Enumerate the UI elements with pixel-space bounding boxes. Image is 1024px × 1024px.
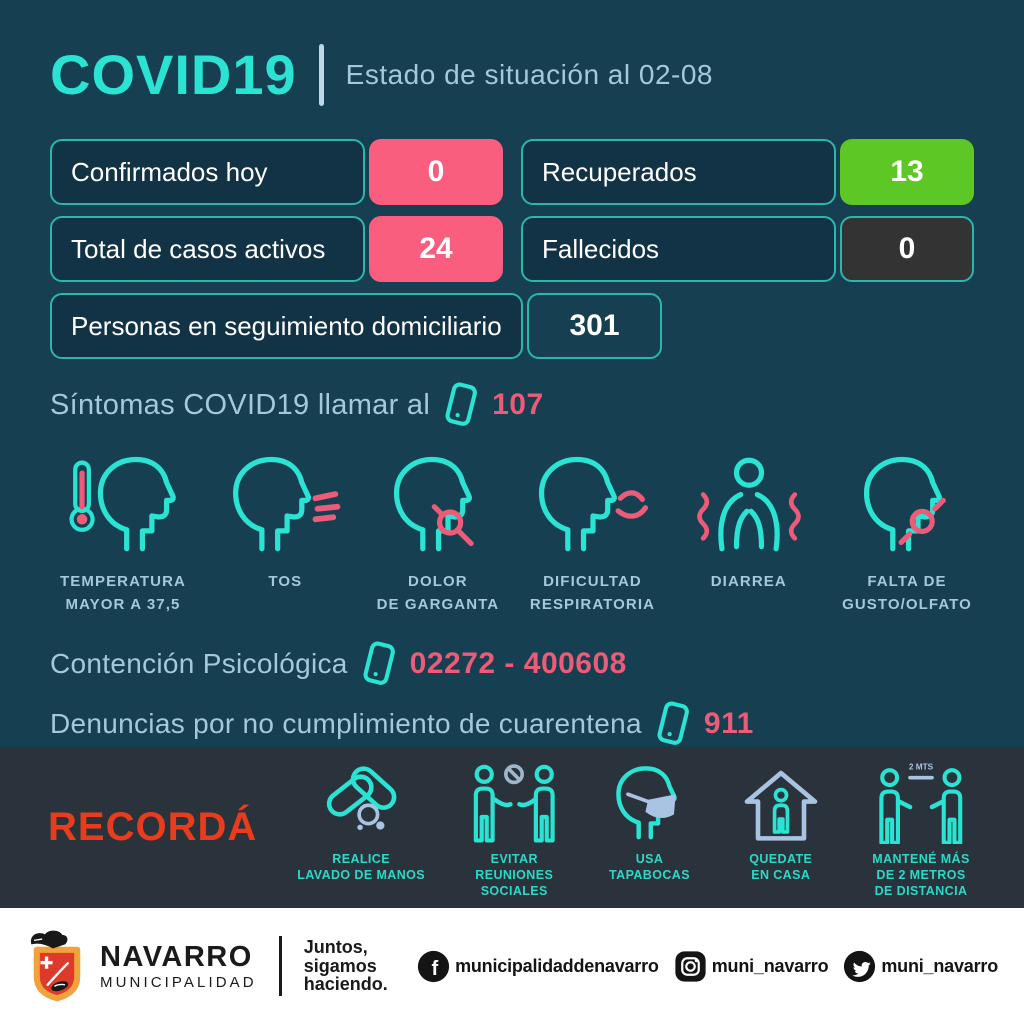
distance-icon: 2 MTS: [866, 762, 976, 844]
social-instagram[interactable]: muni_navarro: [674, 950, 829, 983]
avoid-gatherings-icon: [464, 763, 564, 844]
tip-distance: 2 MTS MANTENÉ MÁS DE 2 METROS DE DISTANC…: [866, 756, 976, 900]
symptom-label: TEMPERATURA MAYOR A 37,5: [60, 573, 186, 613]
stat-recuperados: Recuperados 13: [521, 139, 974, 205]
hotline-label: Síntomas COVID19 llamar al: [50, 388, 431, 421]
tip-avoid-gatherings: EVITAR REUNIONES SOCIALES: [464, 756, 564, 900]
municipality-logo: NAVARRO MUNICIPALIDAD Juntos, sigamos ha…: [26, 926, 388, 1006]
tip-label: EVITAR REUNIONES SOCIALES: [475, 851, 554, 899]
tip-mask: USA TAPABOCAS: [604, 756, 696, 884]
stat-label: Fallecidos: [542, 233, 660, 264]
taste-loss-icon: [855, 450, 946, 555]
sore-throat-icon: [385, 450, 475, 555]
symptom-cough: TOS: [224, 445, 346, 594]
stat-label-box: Total de casos activos: [50, 216, 365, 282]
stat-value-badge: 301: [527, 293, 662, 359]
symptom-breathing: DIFICULTAD RESPIRATORIA: [530, 445, 656, 616]
symptom-diarrhea: DIARREA: [686, 445, 812, 594]
header-divider: [318, 43, 324, 106]
instagram-icon: [675, 950, 706, 982]
header: COVID19 Estado de situación al 02-08: [50, 42, 974, 107]
social-handle: muni_navarro: [881, 955, 998, 976]
stat-seguimiento-domiciliario: Personas en seguimiento domiciliario 301: [50, 293, 974, 359]
tips-row: REALICE LAVADO DE MANOS E: [297, 756, 976, 900]
stat-casos-activos: Total de casos activos 24: [50, 216, 503, 282]
phone-icon: [443, 381, 479, 429]
tip-label: QUEDATE EN CASA: [749, 851, 813, 882]
stat-value-badge: 0: [840, 216, 974, 282]
social-facebook[interactable]: f municipalidaddenavarro: [417, 950, 659, 983]
symptom-taste-loss: FALTA DE GUSTO/OLFATO: [842, 445, 972, 616]
reminder-band: RECORDÁ REALICE LAVADO DE MANOS: [0, 747, 1024, 908]
symptoms-row: TEMPERATURA MAYOR A 37,5: [50, 445, 974, 616]
tip-label: MANTENÉ MÁS DE 2 METROS DE DISTANCIA: [872, 851, 970, 899]
tip-stay-home: QUEDATE EN CASA: [735, 756, 827, 884]
navarro-crest-icon: [30, 930, 81, 1002]
stat-value-badge: 0: [369, 139, 503, 205]
logo-divider: [278, 936, 282, 996]
symptom-label: FALTA DE GUSTO/OLFATO: [842, 573, 972, 613]
social-handle: municipalidaddenavarro: [455, 955, 659, 976]
stat-label-box: Personas en seguimiento domiciliario: [50, 293, 523, 359]
main-section: COVID19 Estado de situación al 02-08 Con…: [50, 42, 974, 747]
hotline-contencion: Contención Psicológica 02272 - 400608: [50, 640, 974, 688]
social-links: f municipalidaddenavarro muni_navarro: [417, 950, 998, 983]
stat-label-box: Confirmados hoy: [50, 139, 365, 205]
tip-label: REALICE LAVADO DE MANOS: [297, 851, 425, 882]
svg-text:f: f: [432, 957, 439, 979]
stat-label: Personas en seguimiento domiciliario: [71, 310, 502, 341]
page-title: COVID19: [50, 43, 297, 106]
symptom-fever: TEMPERATURA MAYOR A 37,5: [52, 445, 194, 616]
stat-value-badge: 24: [369, 216, 503, 282]
symptom-label: DIFICULTAD RESPIRATORIA: [529, 573, 656, 613]
stat-value-badge: 13: [840, 139, 974, 205]
hotline-sintomas: Síntomas COVID19 llamar al 107: [50, 381, 974, 429]
tip-label: USA TAPABOCAS: [609, 851, 690, 882]
stat-confirmados-hoy: Confirmados hoy 0: [50, 139, 503, 205]
symptom-label: DOLOR DE GARGANTA: [376, 573, 500, 613]
org-type: MUNICIPALIDAD: [100, 973, 257, 991]
facebook-icon: f: [417, 950, 450, 982]
slogan: Juntos, sigamos haciendo.: [303, 936, 388, 995]
phone-icon: [361, 640, 397, 688]
footer: NAVARRO MUNICIPALIDAD Juntos, sigamos ha…: [0, 908, 1024, 1024]
stat-label: Recuperados: [542, 156, 697, 187]
phone-icon: [655, 700, 691, 747]
reminder-title: RECORDÁ: [48, 805, 258, 849]
org-name: NAVARRO: [100, 940, 253, 973]
stat-label-box: Recuperados: [521, 139, 836, 205]
stay-home-icon: [744, 770, 818, 841]
fever-icon: [69, 450, 194, 555]
social-handle: muni_navarro: [711, 955, 829, 976]
face-mask-icon: [604, 761, 696, 844]
breathing-difficulty-icon: [530, 450, 648, 555]
symptom-sore-throat: DOLOR DE GARGANTA: [377, 445, 500, 616]
hotline-label: Contención Psicológica: [50, 648, 348, 679]
diarrhea-icon: [696, 457, 801, 552]
stat-label: Confirmados hoy: [71, 156, 268, 187]
cough-icon: [224, 450, 341, 555]
hotline-number: 02272 - 400608: [409, 647, 627, 680]
tip-handwash: REALICE LAVADO DE MANOS: [297, 756, 425, 884]
hotline-denuncias: Denuncias por no cumplimiento de cuarent…: [50, 700, 974, 747]
hotline-label: Denuncias por no cumplimiento de cuarent…: [50, 708, 642, 739]
stat-label-box: Fallecidos: [521, 216, 836, 282]
social-twitter[interactable]: muni_navarro: [843, 950, 998, 983]
stat-fallecidos: Fallecidos 0: [521, 216, 974, 282]
symptom-label: DIARREA: [710, 573, 787, 590]
hotline-number: 107: [492, 388, 544, 421]
handwash-icon: [326, 765, 397, 830]
stat-label: Total de casos activos: [71, 233, 326, 264]
distance-measure-label: 2 MTS: [909, 762, 934, 771]
stats-grid: Confirmados hoy 0 Recuperados 13 Total d…: [50, 139, 974, 282]
symptom-label: TOS: [268, 573, 303, 590]
twitter-icon: [844, 950, 876, 982]
hotline-number: 911: [703, 707, 754, 740]
page-subtitle: Estado de situación al 02-08: [345, 58, 713, 90]
